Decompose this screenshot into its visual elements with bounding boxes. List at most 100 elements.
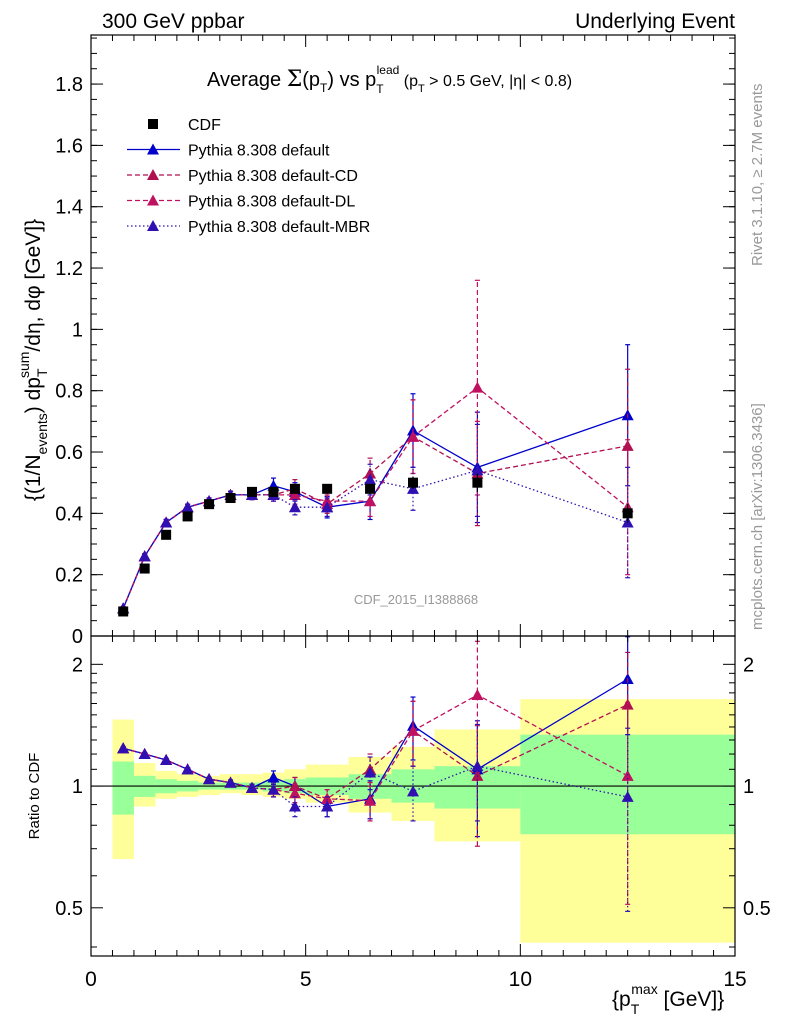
ratio-point — [138, 748, 151, 760]
main-point — [268, 486, 279, 497]
legend-item-pythia-8-308-default-cd: Pythia 8.308 default-CD — [127, 168, 358, 185]
ratio-series-layer — [117, 636, 634, 912]
band-bin — [112, 761, 134, 815]
legend-label: Pythia 8.308 default-DL — [188, 194, 355, 211]
main-point — [321, 501, 334, 513]
main-series-layer — [117, 279, 634, 617]
ratio-point — [321, 792, 334, 804]
legend-label: CDF — [188, 117, 221, 134]
legend-label: Pythia 8.308 default — [188, 143, 330, 160]
ratio-point — [117, 742, 130, 754]
ratio-point — [160, 753, 173, 765]
main-point — [247, 486, 257, 497]
main-point — [182, 511, 193, 522]
rivet-label: Rivet 3.1.10, ≥ 2.7M events — [749, 84, 766, 267]
main-series-pythia-8-308-default-mbr — [117, 423, 634, 614]
main-series-pythia-8-308-default-dl — [117, 279, 634, 614]
legend-marker — [147, 143, 159, 155]
main-series-pythia-8-308-default — [117, 344, 634, 614]
ratio-point — [288, 800, 301, 812]
ratio-y-tick-label-right: 1 — [743, 776, 754, 798]
main-point — [139, 563, 150, 574]
main-title: Average Σ(pT) vs pTlead (pT > 0.5 GeV, |… — [207, 63, 572, 96]
main-y-tick-label: 0.6 — [55, 442, 83, 464]
x-tick-label: 5 — [300, 968, 312, 991]
main-line-pythia-8-308-default-cd — [122, 435, 628, 609]
main-y-tick-label: 1.8 — [55, 74, 83, 96]
ratio-series-pythia-8-308-default-mbr — [117, 723, 634, 912]
legend-marker — [147, 194, 159, 206]
legend-marker — [148, 119, 158, 129]
ratio-point — [471, 760, 484, 772]
main-point — [472, 477, 483, 488]
ratio-point — [407, 724, 419, 736]
header-right: Underlying Event — [575, 10, 735, 33]
legend-marker — [147, 169, 159, 180]
main-point — [289, 483, 300, 494]
main-point — [471, 381, 484, 393]
legend-label: Pythia 8.308 default-CD — [188, 168, 358, 185]
ratio-y-tick-label: 2 — [72, 654, 83, 676]
x-tick-label: 15 — [723, 968, 746, 991]
main-y-tick-label: 0.8 — [55, 381, 83, 403]
main-point — [118, 606, 129, 617]
main-point — [160, 516, 173, 528]
main-point — [622, 508, 633, 519]
main-series-cdf — [118, 473, 633, 617]
svg-text:{(1/Nevents) dpTsum/dη, dφ [Ge: {(1/Nevents) dpTsum/dη, dφ [GeV]} — [16, 219, 50, 501]
main-point — [364, 473, 377, 485]
ratio-point — [267, 771, 280, 783]
ratio-y-tick-label-right: 2 — [743, 654, 754, 676]
main-point — [288, 488, 301, 500]
main-point — [407, 430, 419, 442]
legend-label: Pythia 8.308 default-MBR — [188, 219, 370, 236]
ratio-point — [471, 769, 484, 781]
main-point — [364, 467, 377, 479]
legend-item-cdf: CDF — [148, 117, 221, 134]
main-point — [204, 499, 215, 510]
main-y-tick-label: 0 — [72, 626, 83, 648]
ratio-point — [246, 781, 258, 793]
ratio-axes: 0.5 0.5 1 1 2 2 0 5 10 15 — [55, 635, 771, 991]
main-y-tick-label: 1.6 — [55, 135, 83, 157]
main-point — [322, 483, 333, 494]
ratio-point — [267, 783, 280, 795]
main-line-pythia-8-308-default — [122, 414, 628, 609]
main-point — [365, 483, 376, 494]
mcplots-label: mcplots.cern.ch [arXiv:1306.3436] — [749, 403, 766, 630]
main-point — [471, 464, 484, 476]
main-watermark: CDF_2015_I1388868 — [354, 592, 478, 607]
header-left: 300 GeV ppbar — [102, 10, 244, 33]
main-point — [408, 477, 418, 488]
ratio-y-tick-label: 0.5 — [55, 898, 83, 920]
legend-item-pythia-8-308-default-dl: Pythia 8.308 default-DL — [127, 194, 355, 211]
main-point — [138, 550, 151, 562]
ratio-point — [224, 776, 237, 788]
main-point — [364, 495, 377, 507]
legend-item-pythia-8-308-default: Pythia 8.308 default — [127, 143, 330, 160]
ratio-point — [364, 794, 377, 806]
ratio-y-tick-label: 1 — [72, 776, 83, 798]
ratio-y-tick-label-right: 0.5 — [743, 898, 771, 920]
ratio-point — [288, 787, 301, 799]
x-tick-label: 0 — [85, 968, 97, 991]
main-y-tick-label: 1 — [72, 319, 83, 341]
main-point — [161, 529, 172, 540]
main-point — [288, 501, 301, 513]
ratio-point — [321, 800, 334, 812]
ratio-ylabel: Ratio to CDF — [26, 753, 43, 840]
ratio-panel: 0.5 0.5 1 1 2 2 0 5 10 15 — [55, 635, 771, 991]
main-y-tick-label: 1.2 — [55, 258, 83, 280]
ratio-point — [621, 790, 634, 802]
main-point — [181, 501, 194, 513]
main-y-tick-label: 0.2 — [55, 565, 83, 587]
legend-item-pythia-8-308-default-mbr: Pythia 8.308 default-MBR — [127, 219, 370, 236]
ratio-point — [407, 785, 419, 797]
main-point — [321, 495, 334, 507]
legend-marker — [147, 220, 159, 231]
main-y-tick-label: 1.4 — [55, 197, 83, 219]
main-line-pythia-8-308-default-mbr — [122, 469, 628, 609]
main-axes: 0 0.2 0.4 0.6 0.8 1 1.2 1.4 1.6 1.8 — [55, 34, 736, 648]
x-axis-label: {pTmax [GeV]} — [612, 981, 724, 1017]
